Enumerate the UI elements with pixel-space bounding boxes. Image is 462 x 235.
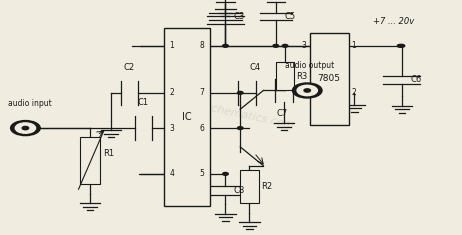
- Bar: [276, 62, 294, 90]
- Circle shape: [297, 85, 317, 96]
- Text: 3: 3: [170, 124, 175, 133]
- Text: 7805: 7805: [318, 74, 340, 83]
- Circle shape: [22, 126, 29, 130]
- Bar: [80, 137, 100, 184]
- Circle shape: [15, 123, 36, 133]
- Text: 3: 3: [301, 41, 306, 50]
- Text: 2: 2: [170, 88, 174, 97]
- Text: audio output: audio output: [285, 62, 334, 70]
- Text: C4: C4: [249, 63, 261, 72]
- Text: IC: IC: [182, 113, 192, 122]
- Text: C8: C8: [234, 186, 245, 195]
- Circle shape: [237, 91, 243, 94]
- Text: C3: C3: [234, 12, 245, 21]
- Bar: [164, 28, 210, 206]
- Circle shape: [11, 121, 40, 136]
- Circle shape: [223, 44, 228, 47]
- Text: R3: R3: [297, 72, 308, 81]
- Text: 8: 8: [200, 41, 205, 50]
- Text: R1: R1: [103, 149, 114, 158]
- Text: 1: 1: [351, 41, 356, 50]
- Circle shape: [282, 44, 288, 47]
- Bar: [310, 33, 349, 125]
- Text: audio input: audio input: [8, 99, 52, 108]
- Circle shape: [292, 83, 322, 98]
- Text: 6: 6: [200, 124, 205, 133]
- Text: 2: 2: [351, 88, 356, 97]
- Text: C7: C7: [276, 109, 287, 118]
- Text: C1: C1: [138, 98, 149, 107]
- Circle shape: [399, 44, 405, 47]
- Circle shape: [273, 44, 279, 47]
- Text: 5: 5: [200, 169, 205, 178]
- Text: +7 ... 20v: +7 ... 20v: [373, 17, 414, 26]
- Bar: [240, 170, 259, 203]
- Text: electroschematics.com: electroschematics.com: [167, 94, 295, 131]
- Text: 4: 4: [170, 169, 175, 178]
- Circle shape: [304, 89, 310, 92]
- Circle shape: [397, 44, 403, 47]
- Text: C2: C2: [124, 63, 135, 72]
- Circle shape: [223, 172, 228, 175]
- Circle shape: [237, 127, 243, 129]
- Text: 1: 1: [170, 41, 174, 50]
- Text: C6: C6: [410, 75, 421, 84]
- Text: C5: C5: [284, 12, 295, 21]
- Text: 7: 7: [200, 88, 205, 97]
- Text: R2: R2: [261, 182, 272, 191]
